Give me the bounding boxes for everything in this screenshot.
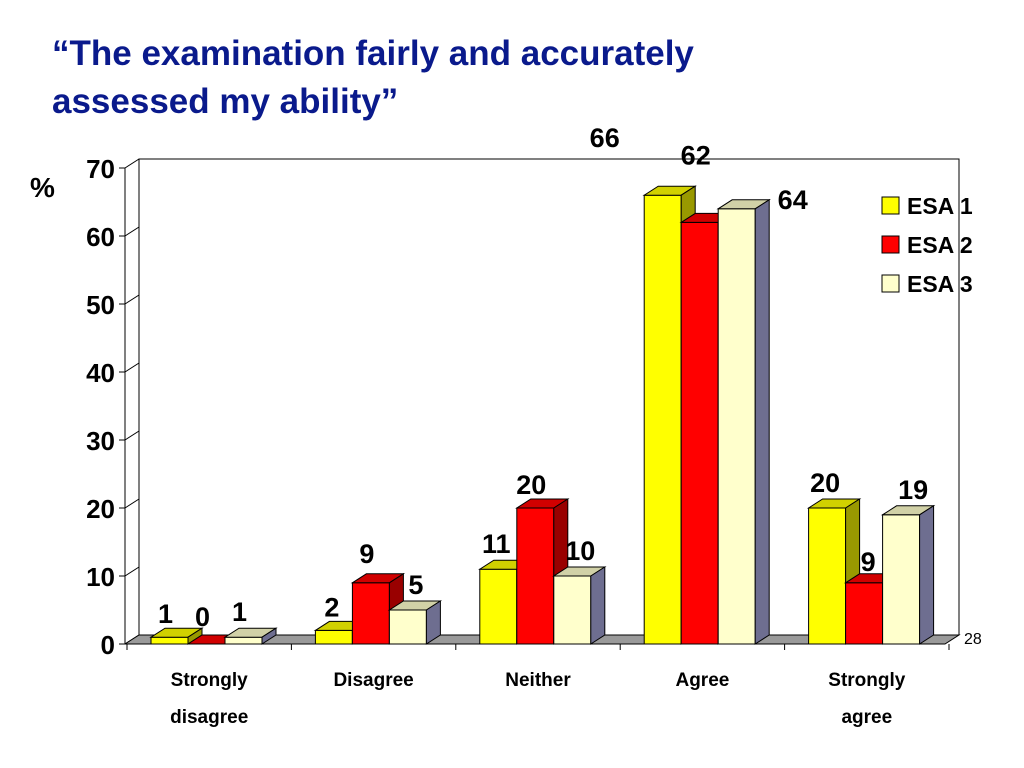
category-label: Strongly [171, 670, 248, 691]
bars [149, 185, 936, 645]
legend-label: ESA 3 [907, 271, 973, 297]
y-tick-depth [124, 362, 140, 373]
data-label: 9 [359, 539, 374, 569]
bar-front [388, 609, 427, 645]
category-label: Disagree [333, 670, 413, 691]
data-label: 66 [590, 123, 620, 153]
category-label: Agree [675, 670, 729, 691]
data-label: 5 [408, 570, 423, 600]
bar-front [314, 629, 353, 645]
y-tick-label: 50 [86, 290, 115, 320]
slide-title-line-1: “The examination fairly and accurately [52, 34, 694, 73]
bar-front [351, 582, 390, 645]
y-axis-label: % [30, 172, 55, 203]
y-tick-label: 40 [86, 358, 115, 388]
slide-title-line-2: assessed my ability” [52, 82, 399, 121]
page-number: 28 [964, 631, 982, 648]
y-tick-depth [124, 158, 140, 169]
bar-side [754, 198, 770, 645]
x-axis-categories: Strongly disagree Disagree Neither Agree Stro… [170, 670, 906, 728]
legend-swatch [881, 235, 900, 254]
data-label: 62 [681, 140, 711, 170]
bar-front [224, 636, 263, 645]
bar-side [919, 504, 935, 645]
y-tick-label: 30 [86, 426, 115, 456]
bar-front [479, 568, 518, 645]
bar-front [680, 221, 719, 645]
slide-title: “The examination fairly and accurately a… [52, 30, 952, 126]
y-tick-label: 20 [86, 494, 115, 524]
y-tick-label: 70 [86, 154, 115, 184]
data-label: 20 [810, 468, 840, 498]
bar-front [717, 208, 756, 645]
data-label: 64 [778, 185, 808, 215]
data-label: 20 [516, 470, 546, 500]
data-label: 10 [565, 536, 595, 566]
bar-front [882, 514, 921, 645]
legend: ESA 1 ESA 2 ESA 3 [881, 193, 973, 297]
legend-label: ESA 2 [907, 232, 973, 258]
data-label: 11 [482, 529, 511, 559]
category-label: agree [841, 707, 892, 728]
category-label: disagree [170, 707, 248, 728]
y-tick-label: 60 [86, 222, 115, 252]
y-tick-label: 10 [86, 562, 115, 592]
y-tick-depth [124, 566, 140, 577]
bar-front [643, 194, 682, 645]
bar-side [590, 566, 606, 645]
bar-front [150, 636, 189, 645]
legend-swatch [881, 274, 900, 293]
bar-front [516, 507, 555, 645]
category-label: Strongly [828, 670, 905, 691]
legend-swatch [881, 196, 900, 215]
plot-frame [138, 158, 960, 635]
data-label: 19 [898, 475, 928, 505]
legend-label: ESA 1 [907, 193, 973, 219]
y-tick-depth [124, 430, 140, 441]
category-label: Neither [505, 670, 571, 691]
data-label: 1 [232, 597, 247, 627]
data-label: 0 [195, 602, 210, 632]
y-tick-depth [124, 226, 140, 237]
bar-side [425, 600, 441, 645]
data-label: 9 [861, 547, 876, 577]
plot-back-wall [138, 158, 960, 635]
bar-front [553, 575, 592, 645]
y-tick-depth [124, 294, 140, 305]
data-label: 2 [324, 592, 339, 622]
data-label: 1 [158, 599, 173, 629]
bar-front [808, 507, 847, 645]
bar-front [845, 582, 884, 645]
bar-side [261, 627, 277, 645]
y-tick-label: 0 [101, 630, 115, 660]
y-tick-depth [124, 498, 140, 509]
